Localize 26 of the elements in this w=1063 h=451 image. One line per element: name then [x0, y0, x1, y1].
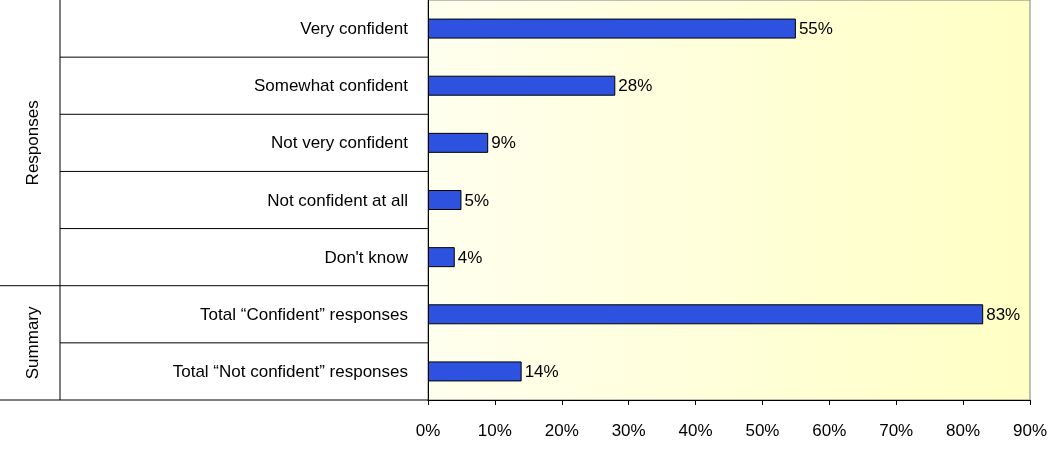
- y-tick-label: Total “Confident” responses: [200, 304, 408, 324]
- y-tick-label: Total “Not confident” responses: [172, 361, 408, 381]
- x-tick-label: 0%: [415, 421, 441, 440]
- x-tick-label: 40%: [678, 421, 713, 440]
- y-tick-label: Very confident: [300, 19, 409, 39]
- x-tick-label: 80%: [946, 421, 981, 440]
- data-label: 83%: [986, 304, 1021, 324]
- text: Summary: [22, 305, 42, 380]
- y-tick-label: Don't know: [324, 247, 409, 267]
- x-tick-label: 60%: [812, 421, 847, 440]
- data-label: 14%: [524, 361, 559, 381]
- x-tick-label: 50%: [745, 421, 780, 440]
- x-tick-label: 70%: [879, 421, 914, 440]
- x-tick-label: 90%: [1012, 421, 1048, 440]
- data-label: 9%: [491, 133, 516, 153]
- x-tick-label: 20%: [544, 421, 579, 440]
- y-tick-label: Somewhat confident: [253, 76, 409, 96]
- y-tick-label: Not confident at all: [267, 190, 408, 210]
- text: Responses: [22, 100, 42, 186]
- x-tick-label: 10%: [477, 421, 512, 440]
- data-label: 55%: [798, 19, 833, 39]
- data-label: 5%: [464, 190, 490, 210]
- x-tick-label: 30%: [611, 421, 646, 440]
- data-label: 28%: [618, 76, 653, 96]
- data-label: 4%: [457, 247, 483, 267]
- y-tick-label: Not very confident: [270, 133, 409, 153]
